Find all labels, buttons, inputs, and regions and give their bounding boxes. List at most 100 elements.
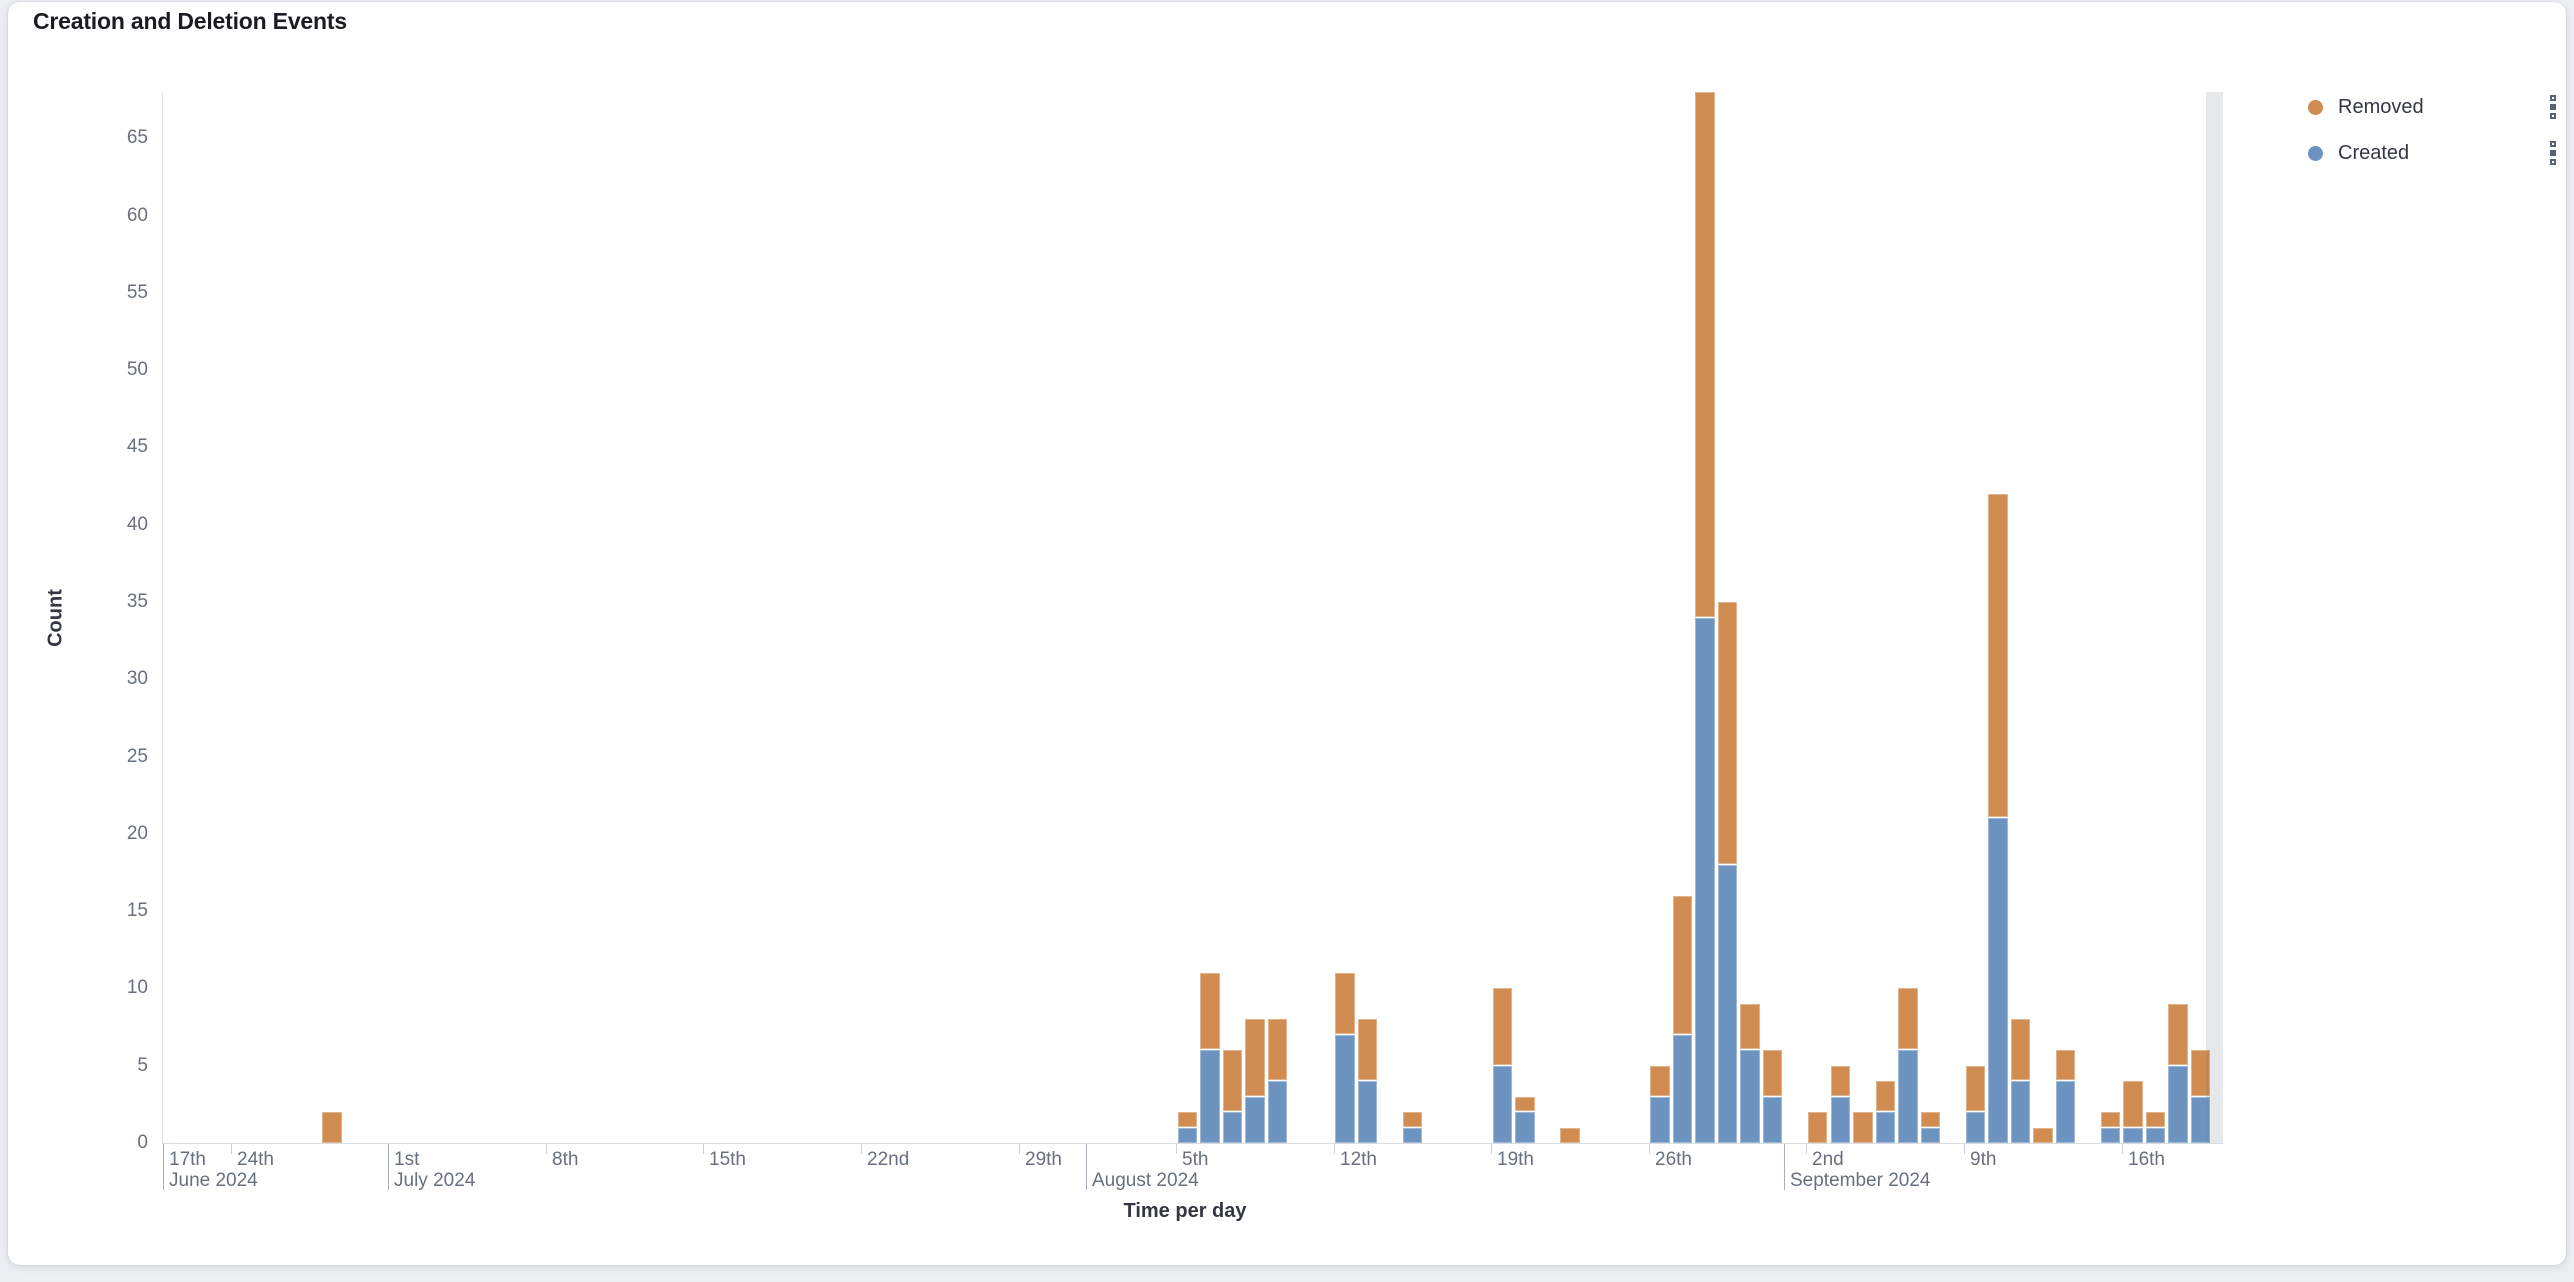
bar-segment-created[interactable] [1335,1034,1355,1143]
week-tick [1964,1144,1965,1154]
bar-segment-created[interactable] [1492,1065,1513,1143]
y-tick-label: 55 [126,281,148,303]
bar-segment-created[interactable] [1740,1050,1760,1143]
legend-label-removed: Removed [2338,95,2424,118]
bar-segment-removed[interactable] [1807,1112,1828,1143]
bar-segment-created[interactable] [1898,1050,1918,1143]
bar-segment-removed[interactable] [1965,1065,1986,1112]
bar-segment-removed[interactable] [1875,1081,1896,1112]
bar-segment-removed[interactable] [1740,1003,1760,1050]
bar-segment-removed[interactable] [1222,1050,1243,1112]
x-tick-label: 12th [1340,1149,1377,1170]
bar-segment-created[interactable] [1672,1034,1693,1143]
legend-action-menu-icon[interactable] [2548,93,2558,121]
bar-segment-removed[interactable] [1672,895,1693,1034]
bar-segment-created[interactable] [2100,1127,2121,1143]
bar-segment-removed[interactable] [1177,1112,1198,1127]
x-tick-label: 9th [1970,1149,1997,1170]
bar-segment-created[interactable] [1402,1127,1423,1143]
bar-segment-removed[interactable] [1492,988,1513,1065]
bar-segment-created[interactable] [1200,1050,1220,1143]
bar-segment-created[interactable] [1762,1096,1783,1143]
bar-segment-removed[interactable] [1830,1065,1850,1096]
bar-segment-removed[interactable] [2010,1019,2031,1081]
y-tick-label: 20 [126,822,148,844]
bar-segment-created[interactable] [1717,864,1738,1143]
week-tick [546,1144,547,1154]
bar-segment-removed[interactable] [1515,1096,1535,1112]
bar-segment-created[interactable] [1988,818,2008,1143]
legend-item-created[interactable]: Created [2308,130,2558,176]
bar-segment-created[interactable] [1920,1127,1941,1143]
bar-segment-created[interactable] [2145,1127,2166,1143]
bar-segment-removed[interactable] [1357,1019,1378,1081]
bar-segment-created[interactable] [1222,1112,1243,1143]
bar-segment-removed[interactable] [2123,1081,2143,1127]
legend-dot-removed-icon [2308,99,2323,115]
bar-segment-created[interactable] [1695,617,1715,1143]
week-tick [703,1144,704,1154]
partial-bucket-band [2206,92,2223,1143]
plot-area: 0 5 10 15 20 25 30 35 40 45 50 55 60 65 17th June 2024 2… [8,2,2574,1282]
bar-segment-created[interactable] [2168,1065,2188,1143]
bar-segment-created[interactable] [1830,1096,1850,1143]
bar-segment-created[interactable] [1515,1112,1535,1143]
week-tick [231,1144,232,1154]
bar-segment-removed[interactable] [1200,972,1220,1050]
bar-segment-removed[interactable] [1245,1019,1265,1096]
bar-segment-removed[interactable] [1402,1112,1423,1127]
bar-segment-removed[interactable] [1988,493,2008,818]
bar-segment-removed[interactable] [2145,1112,2166,1127]
bar-segment-removed[interactable] [2055,1050,2076,1081]
y-tick-label: 65 [126,127,148,149]
bar-segment-removed[interactable] [1335,972,1355,1034]
bar-segment-created[interactable] [2190,1096,2211,1143]
y-tick-label: 60 [126,204,148,226]
y-tick-label: 30 [126,668,148,690]
bar-segment-removed[interactable] [2168,1003,2188,1065]
y-tick-label: 15 [126,900,148,922]
legend-action-menu-icon[interactable] [2548,139,2558,167]
bar-segment-removed[interactable] [1650,1065,1670,1096]
bar-segment-removed[interactable] [1267,1019,1288,1081]
bar-segment-removed[interactable] [1762,1050,1783,1096]
month-tick [1784,1144,1785,1190]
bar-segment-removed[interactable] [1695,92,1715,617]
month-tick [163,1144,164,1190]
bar-segment-created[interactable] [2055,1081,2076,1143]
bar-segment-created[interactable] [1267,1081,1288,1143]
bar-segment-removed[interactable] [322,1112,342,1143]
x-tick-label: 26th [1655,1149,1692,1170]
bar-segment-created[interactable] [1177,1127,1198,1143]
bar-segment-removed[interactable] [1560,1127,1580,1143]
bar-segment-created[interactable] [1875,1112,1896,1143]
bar-segment-created[interactable] [1357,1081,1378,1143]
x-tick-label: 16th [2128,1149,2165,1170]
x-tick-label: 24th [237,1149,274,1170]
y-tick-label: 50 [126,359,148,381]
bar-segment-created[interactable] [1650,1096,1670,1143]
bar-segment-removed[interactable] [1717,602,1738,864]
week-tick [1491,1144,1492,1154]
bar-segment-created[interactable] [2010,1081,2031,1143]
chart-panel: Creation and Deletion Events 0 5 10 15 20 25 3… [8,2,2566,1265]
bar-segment-removed[interactable] [2100,1112,2121,1127]
bar-segment-created[interactable] [1245,1096,1265,1143]
x-month-label: July 2024 [394,1170,476,1191]
y-tick-label: 35 [126,591,148,613]
bar-segment-removed[interactable] [1920,1112,1941,1127]
x-month-label: August 2024 [1092,1170,1199,1191]
legend: Removed Created [2308,84,2558,176]
month-tick [388,1144,389,1190]
bar-segment-created[interactable] [1965,1112,1986,1143]
y-tick-label: 40 [126,513,148,535]
bar-segment-created[interactable] [2123,1127,2143,1143]
bar-segment-removed[interactable] [2033,1127,2053,1143]
bar-segment-removed[interactable] [1853,1112,1873,1143]
panel-title: Creation and Deletion Events [33,8,347,34]
bar-segment-removed[interactable] [1898,988,1918,1050]
x-month-label: June 2024 [169,1170,258,1191]
bar-segment-removed[interactable] [2190,1050,2211,1096]
legend-item-removed[interactable]: Removed [2308,84,2558,130]
month-tick [1086,1144,1087,1190]
